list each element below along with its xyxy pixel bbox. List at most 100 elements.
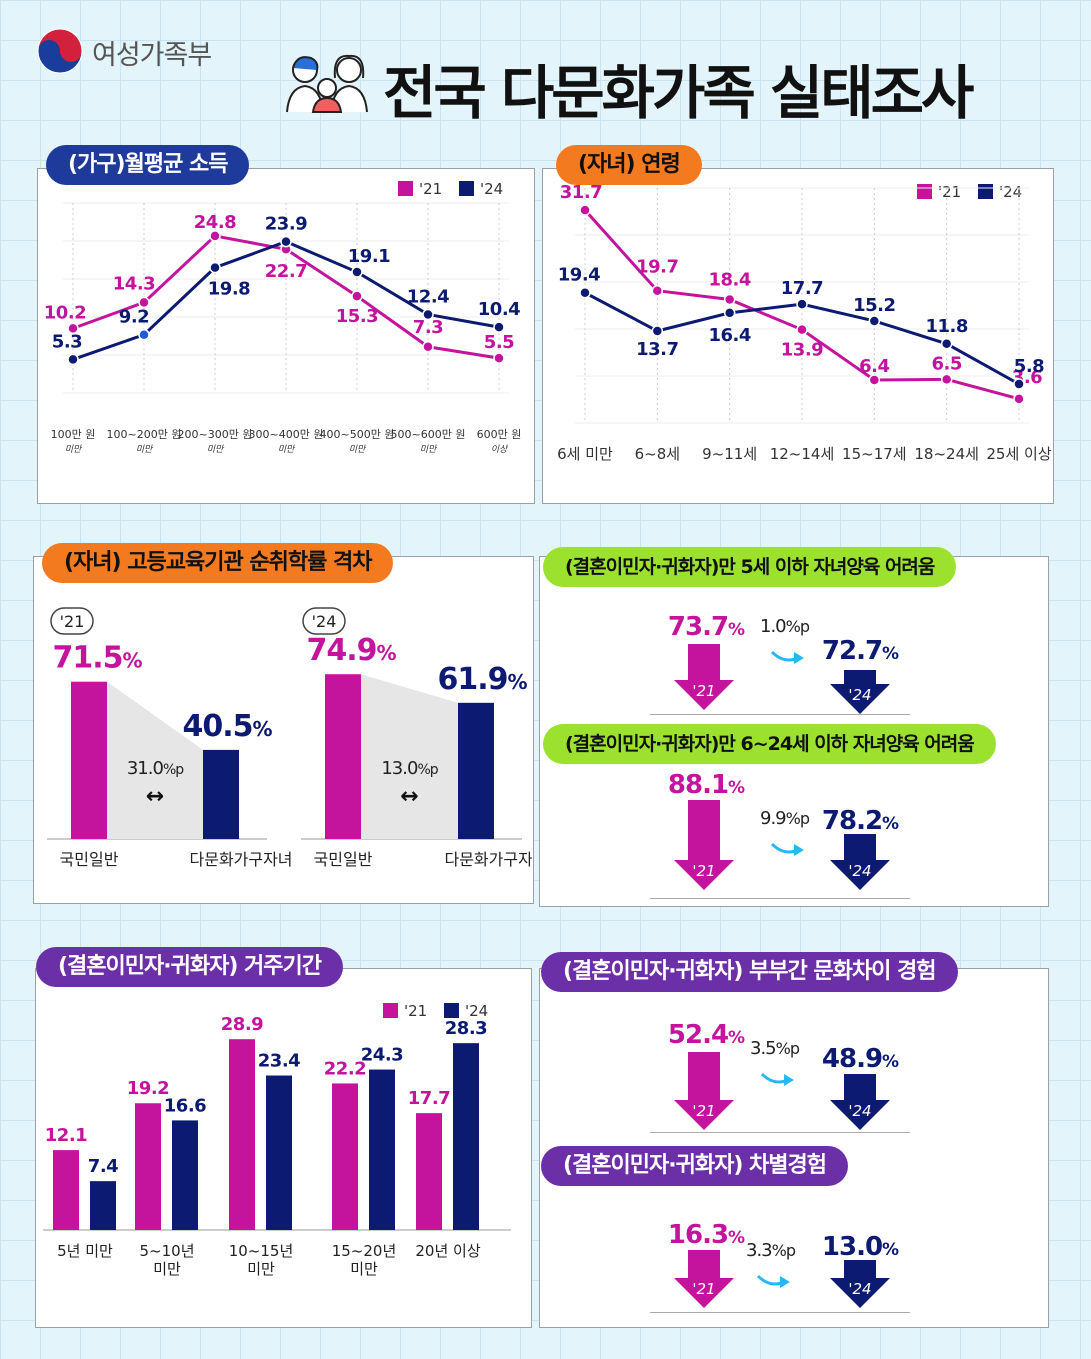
- x-tick-label: 9~11세: [702, 445, 757, 463]
- x-tick-label: 600만 원: [477, 428, 522, 441]
- trend-arrow-icon: [770, 838, 810, 864]
- diff-label: 3.5%p: [750, 1038, 800, 1059]
- legend-21-label: '21: [404, 1002, 428, 1020]
- arrow-down-21-icon: '21: [674, 1250, 734, 1312]
- age-title: (자녀) 연령: [556, 145, 702, 185]
- data-label: 9.2: [119, 307, 149, 328]
- residence-title: (결혼이민자·귀화자) 거주기간: [36, 947, 344, 987]
- data-label: 16.4: [708, 325, 750, 346]
- data-point: [1013, 393, 1025, 405]
- svg-text:'21: '21: [692, 1280, 715, 1298]
- category-label: 다문화가구자녀: [189, 850, 292, 869]
- bar-24: [369, 1069, 395, 1230]
- data-label: 11.8: [925, 316, 967, 337]
- x-tick-label: 12~14세: [770, 445, 835, 463]
- value-24-label: 78.2%: [821, 806, 899, 836]
- x-tick-label: 미만: [349, 444, 367, 455]
- data-label: 15.3: [336, 306, 378, 327]
- x-tick-label: 20년 이상: [415, 1242, 480, 1260]
- data-point: [422, 308, 434, 321]
- data-label: 5.8: [1014, 356, 1044, 377]
- gap-shade: [361, 674, 458, 839]
- value-24-label: 13.0%: [821, 1232, 899, 1262]
- data-label: 10.2: [44, 302, 86, 323]
- bar-21: [135, 1103, 161, 1230]
- data-label: 10.4: [478, 299, 520, 320]
- legend-21-swatch: [383, 1003, 398, 1018]
- x-tick-label: 미만: [278, 444, 296, 455]
- x-tick-label: 10~15년: [229, 1242, 294, 1260]
- trend-arrow-icon: [770, 646, 810, 672]
- data-label: 19.8: [208, 279, 250, 300]
- x-tick-label: 15~17세: [842, 445, 907, 463]
- bar-value-label: 12.1: [45, 1125, 87, 1146]
- bar-value-label: 40.5%: [182, 709, 272, 744]
- bar-21: [229, 1039, 255, 1230]
- enroll-bar-chart: '21 71.5% 국민일반 40.5% 다문화가구자녀 31.0%p ↔ '24 74.9% 국…: [47, 607, 532, 869]
- arrow-down-24-icon: '24: [830, 834, 890, 894]
- family-illustration-icon: [283, 48, 373, 114]
- child624-title: (결혼이민자·귀화자)만 6~24세 이하 자녀양육 어려움: [543, 724, 996, 764]
- data-label: 5.3: [52, 331, 82, 352]
- data-label: 13.9: [781, 340, 823, 361]
- arrow-down-24-icon: '24: [830, 1074, 890, 1134]
- x-tick-label: 미만: [247, 1260, 275, 1278]
- x-tick-label: 18~24세: [914, 445, 979, 463]
- bar-24: [453, 1043, 479, 1230]
- baseline: [650, 898, 910, 899]
- data-point: [138, 296, 150, 309]
- svg-text:'21: '21: [692, 682, 715, 700]
- x-tick-label: 100만 원: [51, 428, 96, 441]
- data-label: 15.2: [853, 295, 895, 316]
- bar-multicultural: [203, 749, 239, 839]
- data-point: [351, 266, 363, 278]
- data-point: [1013, 378, 1025, 390]
- enroll-title: (자녀) 고등교육기관 순취학률 격차: [42, 543, 394, 583]
- bar-24: [90, 1181, 116, 1230]
- legend-24-swatch: [459, 181, 474, 196]
- age-line-chart: 6세 미만 6~8세 9~11세 12~14세 15~17세 18~24세 25세 이상 31…: [557, 182, 1052, 463]
- x-tick-label: 25세 이상: [986, 445, 1051, 463]
- data-point: [651, 284, 664, 297]
- data-point: [723, 293, 736, 306]
- page-title: 전국 다문화가족 실태조사: [383, 59, 974, 127]
- data-label: 7.3: [413, 317, 443, 338]
- bar-value-label: 7.4: [88, 1156, 118, 1177]
- value-21-label: 88.1%: [667, 770, 745, 800]
- data-point: [209, 261, 221, 274]
- legend-24-label: '24: [480, 180, 504, 198]
- bar-24: [266, 1075, 292, 1230]
- double-arrow-icon: ↔: [146, 784, 164, 809]
- bar-value-label: 74.9%: [306, 633, 396, 668]
- arrow-down-21-icon: '21: [674, 644, 734, 714]
- data-point: [280, 235, 292, 248]
- bar-value-label: 71.5%: [52, 641, 142, 676]
- legend-24-label: '24: [465, 1002, 489, 1020]
- arrow-down-24-icon: '24: [830, 1260, 890, 1312]
- x-tick-label: 200~300만 원: [178, 428, 253, 441]
- svg-text:'24: '24: [848, 1102, 871, 1120]
- trend-arrow-icon: [756, 1270, 796, 1296]
- data-label: 13.7: [636, 339, 678, 360]
- x-tick-label: 미만: [420, 444, 438, 455]
- bar-value-label: 22.2: [324, 1058, 366, 1079]
- data-label: 6.4: [859, 356, 889, 377]
- bar-general: [71, 681, 107, 839]
- data-point: [67, 353, 79, 366]
- data-point: [651, 325, 664, 337]
- x-tick-label: 미만: [350, 1260, 378, 1278]
- bar-value-label: 16.6: [164, 1095, 206, 1116]
- arrow-down-21-icon: '21: [674, 800, 734, 894]
- ministry-logo: [36, 27, 84, 75]
- data-point: [940, 373, 953, 386]
- trend-arrow-icon: [760, 1068, 800, 1094]
- child5-title: (결혼이민자·귀화자)만 5세 이하 자녀양육 어려움: [543, 547, 957, 587]
- data-point: [796, 323, 808, 336]
- svg-text:'24: '24: [848, 862, 871, 880]
- svg-text:'21: '21: [692, 862, 715, 880]
- baseline: [650, 1312, 910, 1313]
- data-label: 31.7: [560, 182, 602, 203]
- value-24-label: 48.9%: [821, 1044, 899, 1074]
- x-tick-label: 100~200만 원: [107, 428, 182, 441]
- data-point: [422, 341, 434, 353]
